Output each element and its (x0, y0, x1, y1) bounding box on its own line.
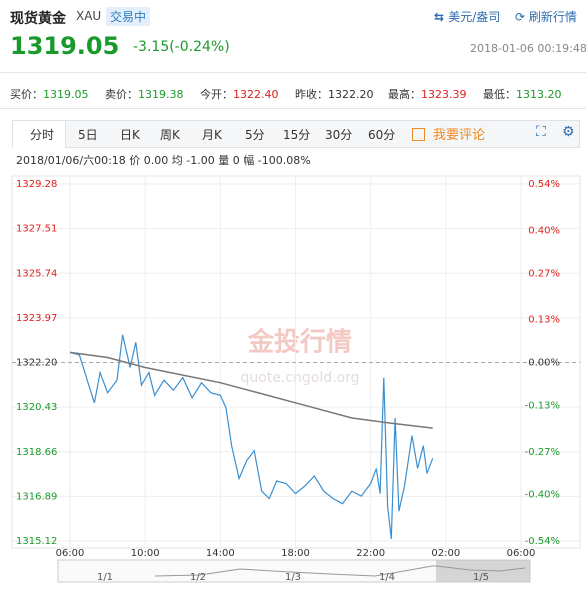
y2-tick-label: 0.00% (528, 358, 560, 369)
y-tick-label: 1315.12 (16, 536, 57, 547)
stat-label: 昨收： (295, 88, 328, 101)
y-tick-label: 1327.51 (16, 224, 57, 235)
y-tick-label: 1325.74 (16, 268, 57, 279)
tab[interactable]: 5日 (78, 128, 98, 142)
y2-tick-label: -0.27% (525, 447, 560, 458)
x-tick-label: 06:00 (507, 548, 536, 559)
divider (0, 72, 586, 73)
refresh-label[interactable]: 刷新行情 (528, 10, 577, 24)
x-tick-label: 22:00 (356, 548, 385, 559)
watermark-brand: 金投行情 (247, 327, 352, 358)
status-badge: 交易中 (106, 7, 151, 26)
navigator-label: 1/4 (379, 572, 395, 583)
navigator-label: 1/5 (473, 572, 489, 583)
y-tick-label: 1329.28 (16, 179, 57, 190)
y-tick-label: 1316.89 (16, 491, 57, 502)
tab[interactable]: 日K (120, 128, 140, 142)
stat-label: 今开： (200, 88, 233, 101)
tab[interactable]: 15分 (283, 128, 311, 142)
x-tick-label: 18:00 (281, 548, 310, 559)
stat: 最低：1313.20 (483, 86, 562, 102)
stat-value: 1319.38 (138, 88, 184, 101)
tab[interactable]: 分时 (30, 128, 55, 142)
stat-label: 最低： (483, 88, 516, 101)
navigator-label: 1/1 (97, 572, 113, 583)
x-tick-label: 10:00 (131, 548, 160, 559)
average-line (69, 351, 433, 429)
navigator-label: 1/2 (190, 572, 206, 583)
change: -3.15(-0.24%) (133, 39, 230, 55)
comment-button[interactable]: 我要评论 (412, 124, 485, 143)
code: XAU (76, 9, 102, 23)
stat: 今开：1322.40 (200, 86, 279, 102)
y-tick-label: 1323.97 (16, 313, 57, 324)
y2-tick-label: 0.27% (528, 268, 560, 279)
comment-label[interactable]: 我要评论 (433, 128, 486, 143)
y-tick-label: 1322.20 (16, 358, 57, 369)
y2-tick-label: 0.54% (528, 179, 560, 190)
stat: 最高：1323.39 (388, 86, 467, 102)
tab[interactable]: 周K (160, 128, 180, 142)
stat: 卖价：1319.38 (105, 86, 184, 102)
title: 现货黄金 (10, 11, 66, 27)
stat-label: 卖价： (105, 88, 138, 101)
stat-value: 1322.40 (233, 88, 279, 101)
watermark-site: quote.cngold.org (240, 370, 359, 386)
y2-tick-label: -0.40% (525, 490, 560, 501)
fullscreen-icon[interactable]: ⛶ (536, 124, 546, 140)
navigator-trace (154, 565, 526, 577)
y2-tick-label: -0.13% (525, 400, 560, 411)
tab[interactable]: 30分 (325, 128, 353, 142)
stat-label: 买价： (10, 88, 43, 101)
timestamp: 2018-01-06 00:19:48 (470, 42, 586, 55)
y2-tick-label: -0.54% (525, 536, 560, 547)
divider (0, 108, 586, 109)
x-tick-label: 06:00 (56, 548, 85, 559)
y2-tick-label: 0.13% (528, 315, 560, 326)
tab[interactable]: 月K (202, 128, 222, 142)
stat: 昨收：1322.20 (295, 86, 374, 102)
stat-value: 1322.20 (328, 88, 374, 101)
tab-selected (13, 121, 66, 148)
tab[interactable]: 60分 (368, 128, 396, 142)
refresh-button[interactable]: ⟳ 刷新行情 (515, 10, 577, 24)
tab[interactable]: 5分 (245, 128, 265, 142)
x-tick-label: 14:00 (206, 548, 235, 559)
navigator-window[interactable] (436, 560, 530, 582)
stat: 买价：1319.05 (10, 86, 89, 102)
info-line: 2018/01/06/六00:18 价 0.00 均 -1.00 量 0 幅 -… (16, 154, 311, 167)
stat-value: 1323.39 (421, 88, 467, 101)
stat-label: 最高： (388, 88, 421, 101)
y-tick-label: 1320.43 (16, 402, 57, 413)
tab-bar (12, 120, 580, 148)
y-tick-label: 1318.66 (16, 447, 57, 458)
stat-value: 1319.05 (43, 88, 89, 101)
navigator-label: 1/3 (285, 572, 301, 583)
y2-tick-label: 0.40% (528, 225, 560, 236)
unit-switch[interactable]: ⇆ 美元/盎司 (434, 10, 501, 24)
stat-value: 1313.20 (516, 88, 562, 101)
x-tick-label: 02:00 (431, 548, 460, 559)
price: 1319.05 (10, 32, 120, 60)
settings-icon[interactable]: ⚙ (562, 124, 575, 140)
price-line (69, 334, 434, 540)
unit[interactable]: 美元/盎司 (448, 10, 501, 24)
